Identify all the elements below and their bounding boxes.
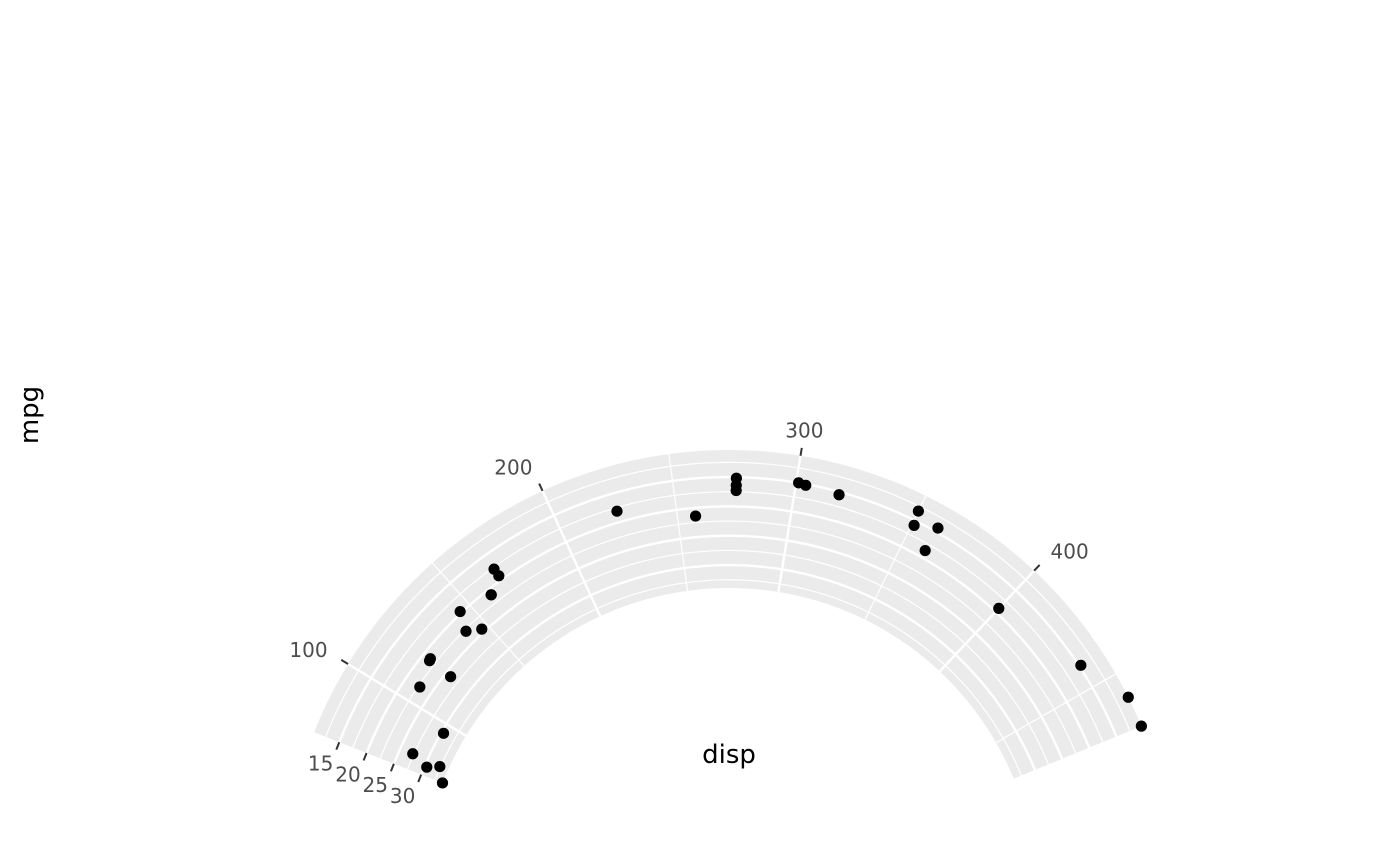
x-tick-mark	[539, 484, 542, 491]
data-point	[1123, 692, 1134, 703]
y-tick-mark	[391, 764, 394, 771]
data-point	[1136, 721, 1147, 732]
data-point	[438, 728, 449, 739]
data-point	[833, 489, 844, 500]
data-point	[611, 506, 622, 517]
data-point	[421, 762, 432, 773]
data-point	[460, 626, 471, 637]
y-tick-label: 25	[363, 773, 388, 797]
data-point	[690, 510, 701, 521]
y-tick-mark	[418, 775, 421, 782]
data-point	[455, 606, 466, 617]
x-tick-mark	[341, 660, 348, 664]
data-point	[434, 761, 445, 772]
y-tick-mark	[336, 742, 339, 749]
data-point	[476, 624, 487, 635]
x-tick-label: 200	[494, 456, 532, 480]
data-point	[445, 671, 456, 682]
x-tick-mark	[1034, 565, 1039, 571]
data-point	[486, 589, 497, 600]
y-tick-label: 15	[308, 752, 333, 776]
data-point	[731, 485, 742, 496]
data-point	[425, 653, 436, 664]
y-tick-label: 30	[390, 784, 415, 808]
y-tick-mark	[364, 753, 367, 760]
data-point	[932, 522, 943, 533]
x-axis-title: disp	[702, 740, 756, 770]
y-tick-label: 20	[335, 762, 360, 786]
data-point	[488, 564, 499, 575]
data-point	[731, 473, 742, 484]
x-tick-label: 300	[785, 419, 823, 443]
data-point	[437, 777, 448, 788]
data-point	[993, 603, 1004, 614]
data-point	[920, 545, 931, 556]
x-tick-label: 100	[289, 638, 327, 662]
data-point	[1075, 660, 1086, 671]
data-point	[909, 520, 920, 531]
data-point	[913, 505, 924, 516]
data-point	[793, 477, 804, 488]
data-point	[414, 681, 425, 692]
data-point	[407, 748, 418, 759]
x-tick-mark	[801, 448, 802, 456]
x-tick-label: 400	[1051, 540, 1089, 564]
y-axis-title: mpg	[15, 386, 45, 444]
